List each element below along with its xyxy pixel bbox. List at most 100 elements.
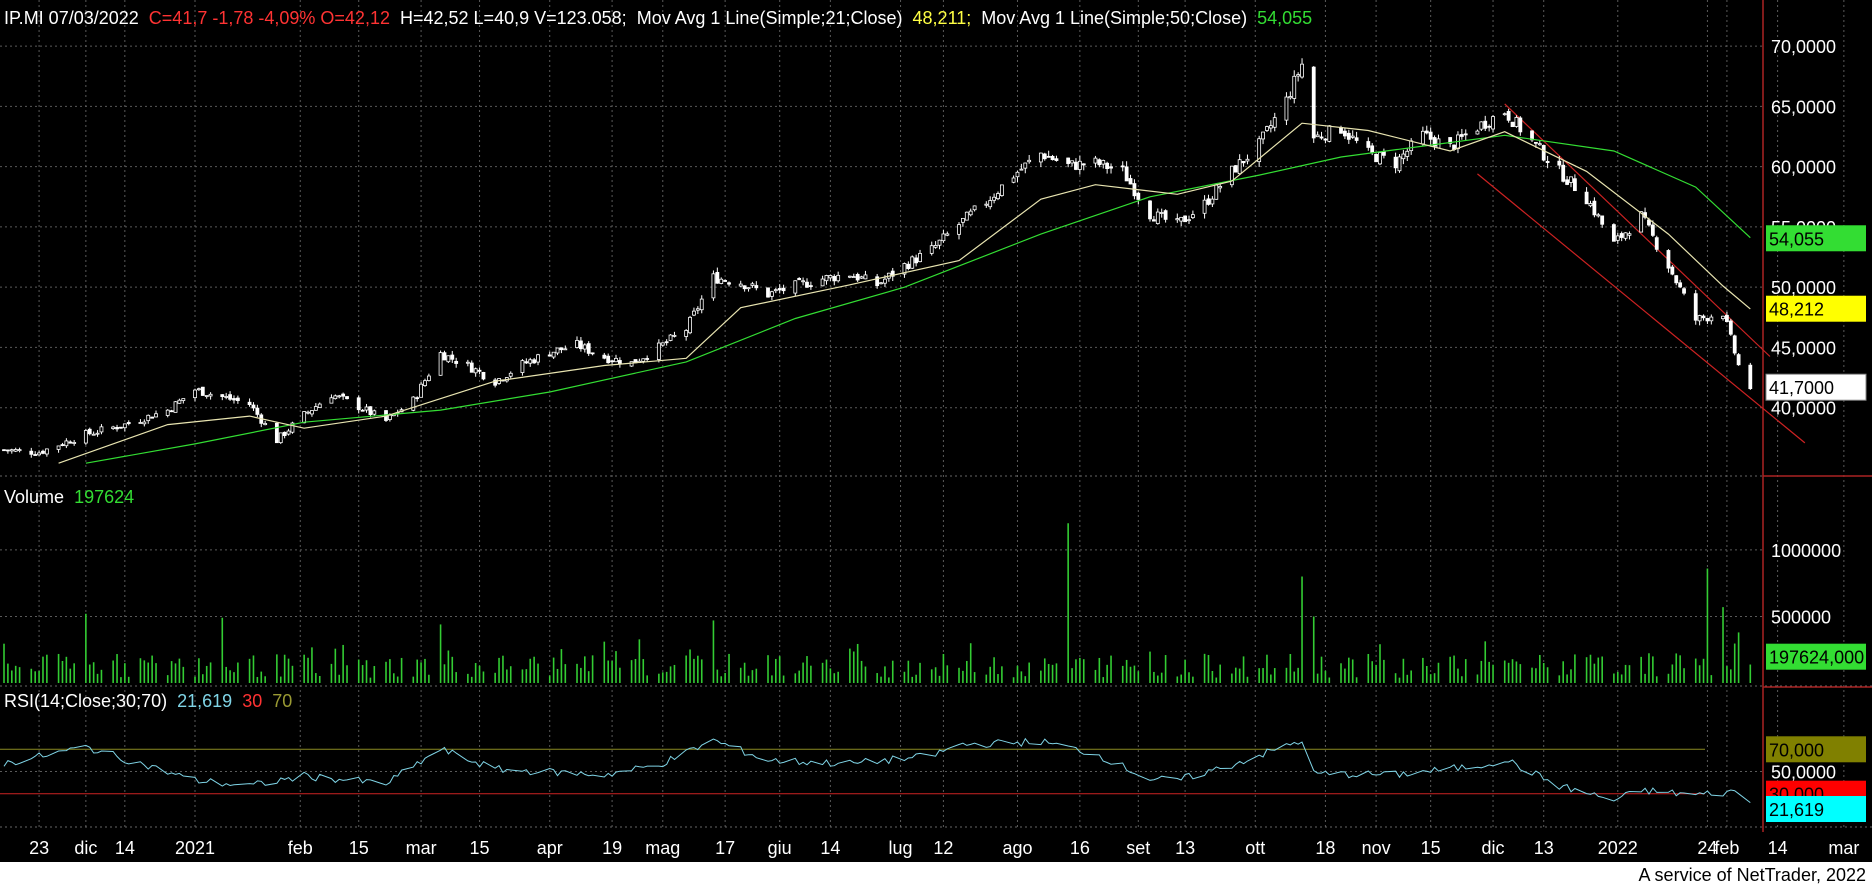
candle-body <box>1709 316 1714 322</box>
candle-body <box>1214 184 1219 200</box>
candle-body <box>937 239 942 246</box>
candle-body <box>1693 293 1698 321</box>
candle-body <box>1654 237 1659 250</box>
candle-body <box>64 440 69 447</box>
candle-body <box>419 383 423 398</box>
candle-body <box>832 276 837 282</box>
candle-body <box>1432 137 1437 147</box>
badge-ma50: 54,055 <box>1769 229 1824 249</box>
candle-body <box>746 287 751 290</box>
candle-body <box>1428 131 1433 140</box>
candle-body <box>1066 157 1071 164</box>
candle-body <box>711 273 716 299</box>
header-ma50-label: Mov Avg 1 Line(Simple;50;Close) <box>981 8 1247 28</box>
candle-body <box>1448 137 1453 144</box>
moving-averages <box>58 122 1751 464</box>
candle-body <box>17 449 22 452</box>
candle-body <box>742 285 747 290</box>
volume-axis-label: 500000 <box>1771 607 1831 627</box>
trend-channel <box>1477 103 1806 444</box>
time-axis-label: 15 <box>470 838 490 858</box>
price-candles <box>2 58 1753 458</box>
candle-body <box>1670 266 1675 275</box>
candle-body <box>356 397 361 411</box>
candle-body <box>1588 203 1593 207</box>
candle-body <box>988 200 993 208</box>
time-axis-label: feb <box>1714 838 1739 858</box>
price-axis-label: 45,0000 <box>1771 338 1836 358</box>
candle-body <box>37 452 41 456</box>
candle-body <box>719 278 724 284</box>
candle-body <box>551 351 556 358</box>
candle-body <box>766 287 770 298</box>
candle-body <box>388 414 392 420</box>
candle-body <box>992 196 996 201</box>
time-axis-label: nov <box>1362 838 1391 858</box>
candle-body <box>87 428 92 435</box>
candle-body <box>805 281 809 288</box>
volume-label: Volume <box>4 487 64 507</box>
candle-body <box>520 360 525 373</box>
time-axis-label: 15 <box>1421 838 1441 858</box>
candle-body <box>1600 215 1605 225</box>
candle-body <box>883 278 887 284</box>
candle-body <box>1339 127 1343 134</box>
candle-body <box>1218 186 1223 189</box>
candle-body <box>72 442 77 444</box>
candle-body <box>801 280 805 283</box>
candle-body <box>641 358 646 362</box>
candle-body <box>122 423 127 429</box>
candle-body <box>29 450 34 455</box>
candle-body <box>1506 111 1511 121</box>
header-ma50-value: 54,055 <box>1257 8 1312 28</box>
candle-body <box>910 256 915 269</box>
candle-body <box>150 416 155 419</box>
candle-body <box>672 334 677 337</box>
candle-body <box>1584 191 1589 205</box>
candle-body <box>337 395 342 398</box>
candle-body <box>1229 165 1234 186</box>
candle-body <box>750 283 755 286</box>
candle-body <box>692 310 696 316</box>
candle-body <box>423 380 427 386</box>
candle-body <box>1483 120 1488 129</box>
candle-body <box>165 409 170 416</box>
candle-body <box>1510 121 1515 128</box>
candle-body <box>945 233 950 236</box>
candle-body <box>1081 163 1086 166</box>
candle-body <box>1027 159 1032 163</box>
candle-body <box>68 441 73 444</box>
candle-body <box>224 396 229 398</box>
candle-body <box>345 396 349 400</box>
candle-body <box>44 448 49 455</box>
badge-volume: 197624,000 <box>1769 648 1864 668</box>
candle-body <box>929 245 934 254</box>
ma21-line <box>58 122 1751 464</box>
candle-body <box>1257 138 1262 163</box>
time-axis-label: 24 <box>1697 838 1717 858</box>
candle-body <box>1070 160 1074 164</box>
candle-body <box>606 355 611 364</box>
candle-body <box>493 379 498 386</box>
candle-body <box>1155 211 1160 224</box>
time-axis-label: ott <box>1245 838 1265 858</box>
candle-body <box>1237 159 1242 175</box>
rsi-legend: RSI(14;Close;30;70) 21,619 30 70 <box>4 691 292 711</box>
footer-bar <box>0 862 1872 888</box>
candle-body <box>477 369 482 372</box>
rsi-panel-graph <box>0 737 1751 803</box>
candle-body <box>481 371 486 380</box>
candle-body <box>1179 216 1184 222</box>
candle-body <box>1050 155 1055 161</box>
candle-body <box>781 287 786 292</box>
badge-ma21: 48,212 <box>1769 300 1824 320</box>
candle-body <box>1557 160 1562 166</box>
time-axis-label: mar <box>1828 838 1859 858</box>
candle-body <box>1487 125 1492 128</box>
candle-body <box>738 283 743 287</box>
candle-body <box>1101 160 1106 165</box>
header-symbol-date: IP.MI 07/03/2022 <box>4 8 139 28</box>
candle-body <box>411 396 416 411</box>
candle-body <box>1366 141 1371 148</box>
candle-body <box>1120 165 1125 168</box>
